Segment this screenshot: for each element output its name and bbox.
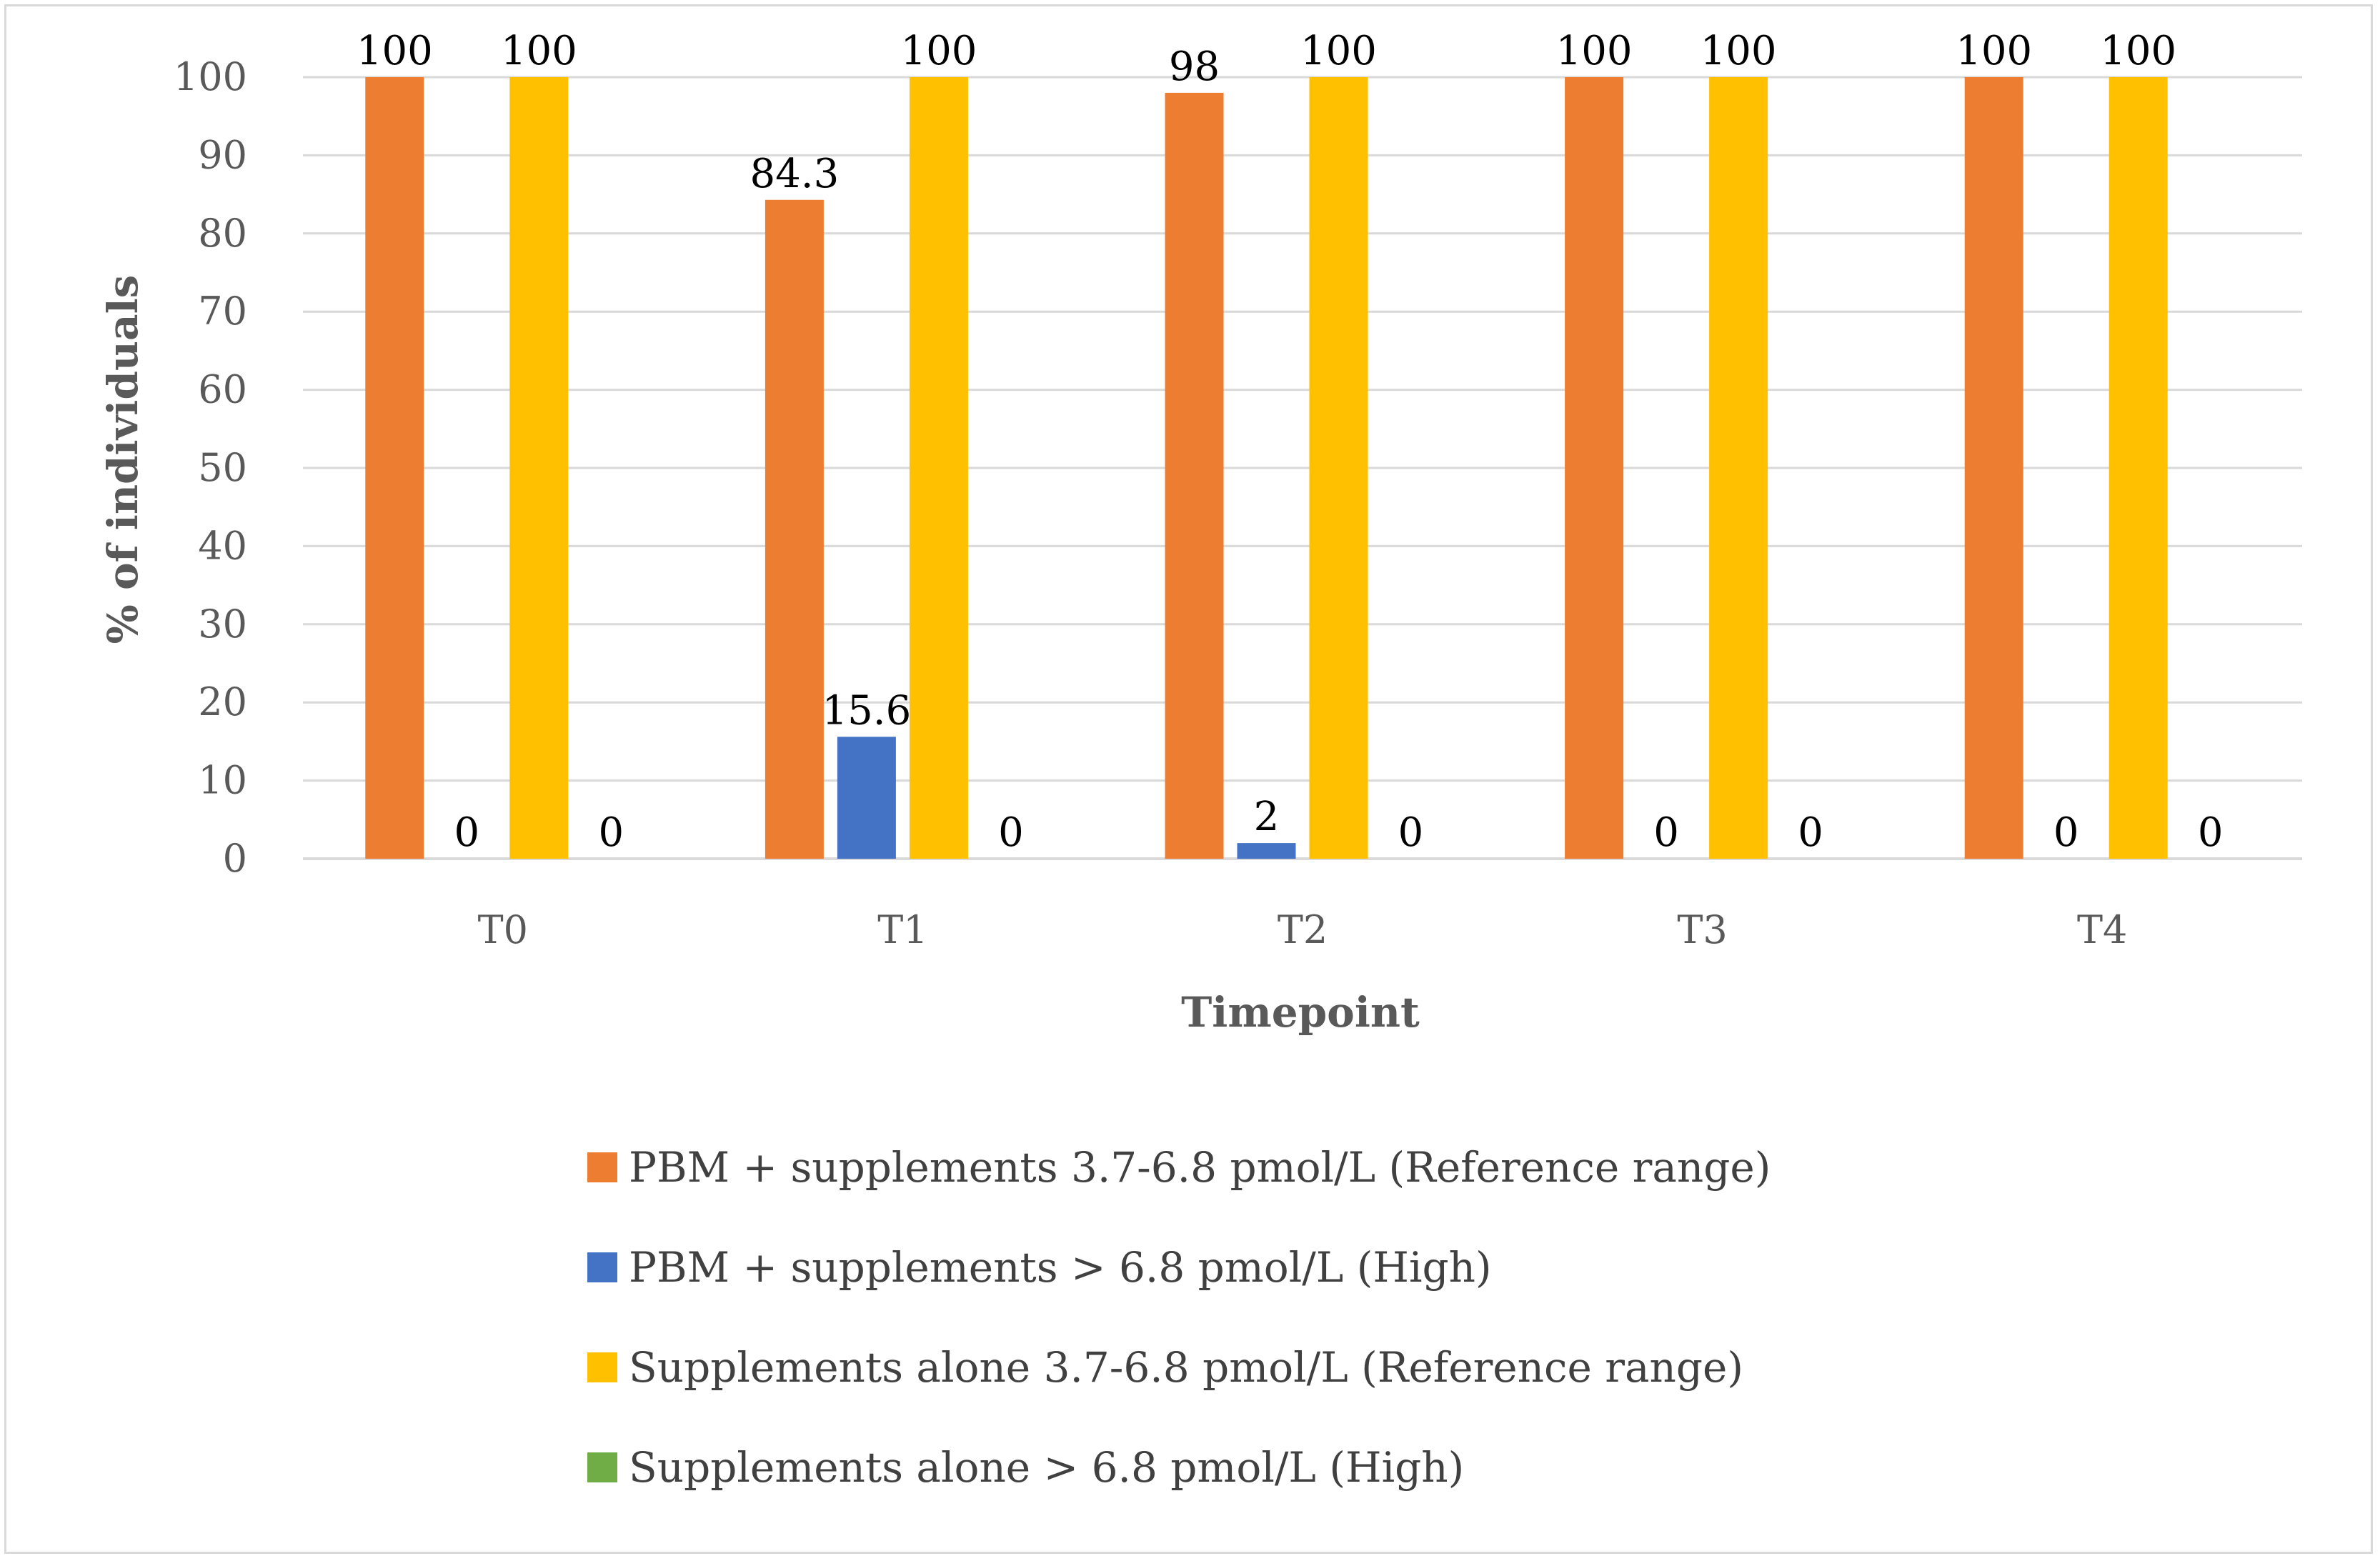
bar bbox=[1565, 77, 1624, 859]
legend-swatch bbox=[587, 1252, 617, 1282]
y-tick-label: 40 bbox=[198, 523, 247, 568]
x-tick-label: T1 bbox=[877, 907, 927, 952]
x-axis-title: Timepoint bbox=[1181, 988, 1420, 1037]
y-tick-label: 30 bbox=[198, 602, 247, 647]
legend-swatch bbox=[587, 1452, 617, 1482]
legend-item: PBM + supplements > 6.8 pmol/L (High) bbox=[587, 1243, 1492, 1292]
data-label: 100 bbox=[501, 28, 577, 74]
data-label: 0 bbox=[1798, 809, 1823, 856]
data-label: 100 bbox=[1956, 28, 2032, 74]
data-label: 84.3 bbox=[750, 151, 840, 197]
bar bbox=[1964, 77, 2023, 859]
data-label: 0 bbox=[998, 809, 1024, 856]
y-axis-title: % of individuals bbox=[99, 275, 147, 644]
x-tick-label: T3 bbox=[1677, 907, 1727, 952]
bar bbox=[909, 77, 968, 859]
y-tick-label: 60 bbox=[198, 367, 247, 412]
data-label: 0 bbox=[2198, 809, 2224, 856]
x-tick-label: T0 bbox=[478, 907, 528, 952]
bar bbox=[509, 77, 569, 859]
bar bbox=[2108, 77, 2168, 859]
data-labels: 100 0 100 0 84.3 15.6 100 0 98 2 100 0 100 0 100 0 100 0 1… bbox=[357, 28, 2224, 856]
data-label: 100 bbox=[900, 28, 977, 74]
legend-item: Supplements alone 3.7-6.8 pmol/L (Refere… bbox=[587, 1343, 1743, 1392]
y-tick-label: 90 bbox=[198, 132, 247, 177]
data-label: 0 bbox=[1398, 809, 1424, 856]
y-tick-label: 70 bbox=[198, 289, 247, 334]
y-tick-label: 80 bbox=[198, 211, 247, 256]
y-axis-ticks: 0 10 20 30 40 50 60 70 80 90 100 bbox=[174, 54, 247, 881]
legend-item: PBM + supplements 3.7-6.8 pmol/L (Refere… bbox=[587, 1143, 1771, 1192]
bar bbox=[1309, 77, 1368, 859]
legend-swatch bbox=[587, 1152, 617, 1182]
y-tick-label: 50 bbox=[198, 445, 247, 490]
y-tick-label: 10 bbox=[198, 758, 247, 803]
bar bbox=[837, 737, 896, 859]
x-tick-label: T2 bbox=[1278, 907, 1328, 952]
data-label: 100 bbox=[1300, 28, 1377, 74]
legend-swatch bbox=[587, 1352, 617, 1382]
y-tick-label: 0 bbox=[223, 836, 247, 881]
data-label: 98 bbox=[1169, 44, 1220, 90]
bar bbox=[765, 199, 824, 859]
data-label: 100 bbox=[1556, 28, 1633, 74]
legend-label: PBM + supplements 3.7-6.8 pmol/L (Refere… bbox=[629, 1143, 1771, 1192]
legend: PBM + supplements 3.7-6.8 pmol/L (Refere… bbox=[587, 1143, 1771, 1492]
bars bbox=[365, 77, 2168, 859]
y-tick-label: 100 bbox=[174, 54, 247, 99]
data-label: 15.6 bbox=[822, 687, 912, 734]
x-axis-ticks: T0 T1 T2 T3 T4 bbox=[478, 907, 2128, 952]
bar bbox=[365, 77, 424, 859]
data-label: 100 bbox=[1701, 28, 1777, 74]
bar bbox=[1709, 77, 1768, 859]
data-label: 0 bbox=[598, 809, 624, 856]
bar bbox=[1237, 843, 1296, 859]
data-label: 0 bbox=[2053, 809, 2079, 856]
legend-item: Supplements alone > 6.8 pmol/L (High) bbox=[587, 1443, 1464, 1492]
data-label: 0 bbox=[454, 809, 479, 856]
legend-label: Supplements alone > 6.8 pmol/L (High) bbox=[629, 1443, 1464, 1492]
legend-label: PBM + supplements > 6.8 pmol/L (High) bbox=[629, 1243, 1492, 1292]
data-label: 0 bbox=[1653, 809, 1679, 856]
bar bbox=[1165, 92, 1224, 859]
data-label: 100 bbox=[357, 28, 433, 74]
y-tick-label: 20 bbox=[198, 679, 247, 724]
x-tick-label: T4 bbox=[2077, 907, 2127, 952]
data-label: 2 bbox=[1254, 794, 1280, 840]
legend-label: Supplements alone 3.7-6.8 pmol/L (Refere… bbox=[629, 1343, 1743, 1392]
data-label: 100 bbox=[2100, 28, 2176, 74]
